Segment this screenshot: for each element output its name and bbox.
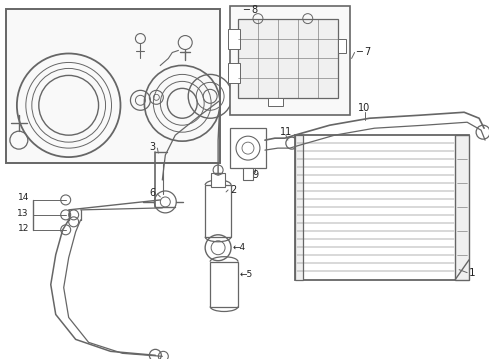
Text: ─ 8: ─ 8 [243, 5, 258, 15]
Bar [6, 9, 220, 163]
Text: 6: 6 [149, 188, 155, 198]
Bar [205, 185, 231, 237]
Text: 13: 13 [17, 210, 29, 219]
Text: 14: 14 [18, 193, 29, 202]
Bar [230, 128, 266, 168]
Bar [295, 135, 303, 280]
Text: ←5: ←5 [240, 270, 253, 279]
Bar [230, 6, 349, 115]
Text: 9: 9 [252, 170, 258, 180]
Text: ─ 7: ─ 7 [357, 48, 372, 58]
Bar [210, 262, 238, 306]
Text: 2: 2 [230, 185, 236, 195]
Text: 1: 1 [469, 267, 476, 278]
Bar [228, 63, 240, 84]
Text: ←4: ←4 [233, 243, 246, 252]
Text: 12: 12 [18, 224, 29, 233]
Bar [211, 173, 225, 187]
Text: 3: 3 [149, 142, 155, 152]
Bar [268, 98, 283, 106]
Bar [243, 168, 253, 180]
Bar [295, 135, 469, 280]
Bar [338, 39, 345, 54]
Bar [228, 28, 240, 49]
Text: 11: 11 [280, 127, 292, 137]
Bar [455, 135, 469, 280]
Bar [238, 19, 338, 98]
Text: 10: 10 [358, 103, 370, 113]
